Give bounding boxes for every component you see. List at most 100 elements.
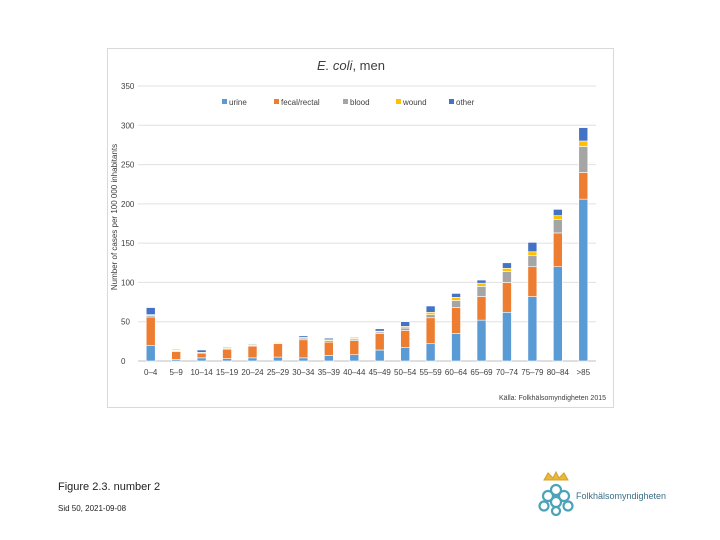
x-tick-label: 75–79 [521,368,544,377]
bar-segment-fecal-rectal [527,266,538,297]
gridlines [138,85,596,362]
bar-segment-blood [400,327,410,331]
bar-segment-fecal-rectal [171,351,181,360]
bar-segment-blood [451,300,461,308]
bars [145,127,589,362]
bar-segment-other [578,127,589,142]
x-tick-label: 65–69 [470,368,493,377]
y-tick-label: 200 [121,200,135,209]
bar-segment-urine [476,319,487,362]
bar-segment-fecal-rectal [298,339,309,359]
bar-segment-wound [553,215,563,220]
x-tick-label: 70–74 [496,368,519,377]
bar-segment-urine [578,198,589,362]
x-tick-label: 50–54 [394,368,417,377]
bar-segment-urine [196,357,207,362]
legend-swatch [343,99,348,104]
bar-segment-fecal-rectal [273,343,283,358]
y-tick-labels: 0 50 100 150 200 250 300 350 [121,82,135,366]
bar-segment-urine [222,358,232,362]
bar-segment-wound [425,311,436,315]
bar-segment-fecal-rectal [222,348,232,359]
bar-segment-urine [324,355,334,362]
bar-segment-other [324,337,334,341]
x-tick-label: 30–34 [292,368,315,377]
x-tick-label: 45–49 [369,368,392,377]
bar-segment-other [374,328,385,332]
legend-label: fecal/rectal [281,98,320,107]
bar-segment-fecal-rectal [324,341,334,356]
bar-segment-wound [578,140,589,147]
legend-swatch [396,99,401,104]
bar-segment-wound [476,282,487,287]
bar-segment-other [425,305,436,313]
legend-label: other [456,98,475,107]
legend-label: urine [229,98,247,107]
y-tick-label: 0 [121,357,126,366]
bar-segment-fecal-rectal [578,172,589,200]
agency-logo-icon [538,470,574,516]
x-tick-label: 35–39 [318,368,341,377]
bar-segment-wound [273,341,283,344]
logo-text: Folkhälsomyndigheten [576,491,667,501]
bar-segment-other [171,348,181,351]
chart-svg: E. coli, men 0 50 100 150 200 250 300 350 0–4 5–… [110,58,606,402]
y-tick-label: 250 [121,161,135,170]
x-tick-label: 20–24 [241,368,264,377]
legend-label: blood [350,98,370,107]
bar-segment-fecal-rectal [247,345,258,359]
x-tick-labels: 0–4 5–9 10–14 15–19 20–24 25–29 30–34 35–39 40–4… [144,368,591,377]
chart-title: E. coli, men [317,58,385,73]
y-tick-label: 50 [121,318,130,327]
bar-segment-urine [425,343,436,362]
figure-caption: Figure 2.3. number 2 [58,481,161,493]
x-tick-label: 60–64 [445,368,468,377]
x-tick-label: 5–9 [169,368,183,377]
y-tick-label: 100 [121,278,135,287]
bar-segment-other [145,307,156,315]
source-note: Källa: Folkhälsomyndigheten 2015 [499,395,606,402]
bar-segment-urine [553,266,563,362]
bar-segment-wound [502,267,512,272]
bar-segment-other [553,209,563,216]
x-tick-label: 25–29 [267,368,290,377]
bar-segment-fecal-rectal [400,330,410,348]
bar-segment-other [298,335,309,338]
bar-segment-fecal-rectal [502,282,512,313]
x-tick-label: 80–84 [547,368,570,377]
bar-segment-blood [502,271,512,283]
bar-segment-other [196,349,207,353]
bar-segment-other [247,343,258,345]
bar-segment-other [451,293,461,298]
x-tick-label: >85 [576,368,590,377]
footer-date: Sid 50, 2021-09-08 [58,504,127,513]
bar-segment-wound [451,297,461,301]
bar-segment-urine [374,349,385,362]
bar-segment-urine [298,357,309,362]
legend-swatch [449,99,454,104]
x-tick-label: 0–4 [144,368,158,377]
bar-segment-other [222,346,232,348]
x-tick-label: 40–44 [343,368,366,377]
bar-segment-fecal-rectal [476,296,487,321]
chart-title-italic: E. coli [317,58,354,73]
bar-segment-urine [502,311,512,362]
legend: urine fecal/rectal blood wound other [222,98,475,107]
bar-segment-other [349,337,360,339]
bar-segment-fecal-rectal [451,307,461,334]
bar-segment-wound [527,251,538,257]
bar-segment-urine [400,347,410,362]
chart-panel: E. coli, men 0 50 100 150 200 250 300 350 0–4 5–… [107,48,614,408]
bar-segment-fecal-rectal [196,352,207,359]
bar-segment-blood [425,314,436,319]
bar-segment-urine [527,296,538,362]
bar-segment-urine [349,354,360,362]
legend-swatch [222,99,227,104]
bar-segment-fecal-rectal [425,317,436,345]
bar-segment-other [476,279,487,284]
bar-segment-blood [527,255,538,268]
y-tick-label: 350 [121,82,135,91]
y-tick-label: 150 [121,239,135,248]
chart-title-rest: , men [352,58,385,73]
bar-segment-fecal-rectal [349,340,360,356]
